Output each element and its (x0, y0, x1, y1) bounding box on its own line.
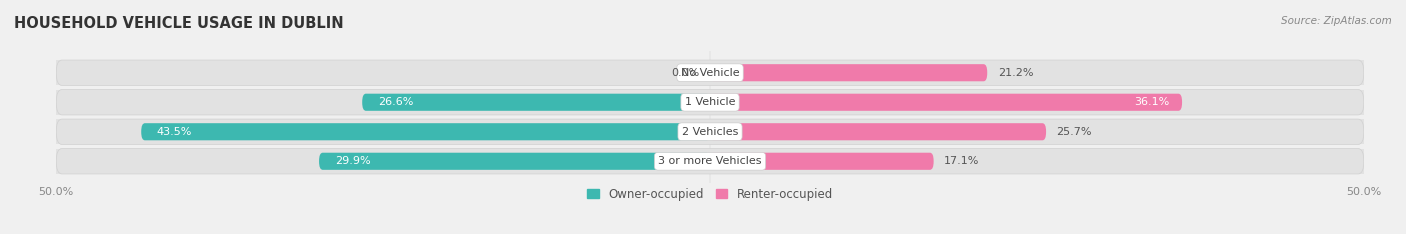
Text: 43.5%: 43.5% (157, 127, 193, 137)
Text: Source: ZipAtlas.com: Source: ZipAtlas.com (1281, 16, 1392, 26)
Text: 17.1%: 17.1% (943, 156, 980, 166)
Text: 25.7%: 25.7% (1056, 127, 1092, 137)
Text: 26.6%: 26.6% (378, 97, 413, 107)
Text: 21.2%: 21.2% (998, 68, 1033, 78)
Text: 36.1%: 36.1% (1133, 97, 1168, 107)
Text: 1 Vehicle: 1 Vehicle (685, 97, 735, 107)
Text: 3 or more Vehicles: 3 or more Vehicles (658, 156, 762, 166)
FancyBboxPatch shape (710, 64, 987, 81)
Bar (56, 60, 1364, 85)
FancyBboxPatch shape (56, 119, 1364, 144)
Legend: Owner-occupied, Renter-occupied: Owner-occupied, Renter-occupied (582, 183, 838, 205)
Text: No Vehicle: No Vehicle (681, 68, 740, 78)
Text: HOUSEHOLD VEHICLE USAGE IN DUBLIN: HOUSEHOLD VEHICLE USAGE IN DUBLIN (14, 16, 343, 31)
FancyBboxPatch shape (710, 94, 1182, 111)
Text: 2 Vehicles: 2 Vehicles (682, 127, 738, 137)
Text: 0.0%: 0.0% (671, 68, 700, 78)
FancyBboxPatch shape (363, 94, 710, 111)
Bar (56, 119, 1364, 144)
FancyBboxPatch shape (56, 149, 1364, 174)
Text: 29.9%: 29.9% (335, 156, 370, 166)
FancyBboxPatch shape (141, 123, 710, 140)
FancyBboxPatch shape (56, 60, 1364, 85)
FancyBboxPatch shape (710, 123, 1046, 140)
Bar (56, 149, 1364, 174)
FancyBboxPatch shape (710, 153, 934, 170)
FancyBboxPatch shape (319, 153, 710, 170)
Bar (56, 90, 1364, 115)
FancyBboxPatch shape (56, 90, 1364, 115)
